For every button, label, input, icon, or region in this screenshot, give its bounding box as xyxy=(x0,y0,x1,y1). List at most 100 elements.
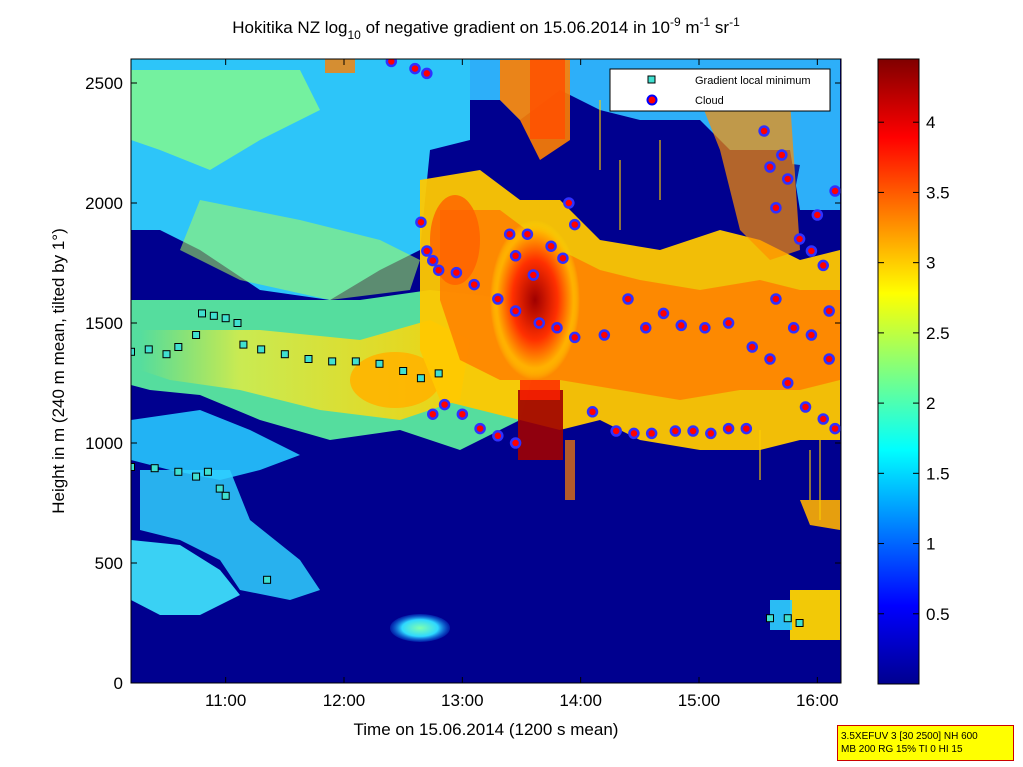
cloud-point xyxy=(569,331,581,344)
cloud-point xyxy=(527,269,540,281)
colorbar-tick-label-7: 4 xyxy=(926,113,935,132)
colorbar-tick-label-5: 3 xyxy=(926,254,935,273)
cloud-point xyxy=(385,59,398,68)
cloud-point xyxy=(610,425,622,437)
gradient-minimum-point xyxy=(239,340,248,349)
cloud-point xyxy=(569,218,581,231)
cloud-point xyxy=(817,259,829,272)
cloud-point xyxy=(492,293,504,305)
y-tick-label-4: 2000 xyxy=(85,194,123,213)
gradient-minimum-point xyxy=(192,331,201,339)
cloud-point xyxy=(758,125,770,137)
cloud-point xyxy=(503,228,516,240)
colorbar-tick-label-1: 1 xyxy=(926,535,935,554)
cloud-point xyxy=(722,317,735,329)
gradient-minimum-point xyxy=(174,343,183,351)
cloud-point xyxy=(705,427,717,440)
cloud-point xyxy=(770,293,782,305)
y-tick-label-5: 2500 xyxy=(85,74,123,93)
gradient-minimum-point xyxy=(351,357,360,366)
cloud-point xyxy=(805,245,818,257)
colorbar-gradient xyxy=(877,58,920,685)
cloud-point xyxy=(622,293,634,305)
gradient-minimum-point xyxy=(328,357,337,366)
gradient-minimum-point xyxy=(221,491,230,500)
gradient-minimum-point xyxy=(131,347,135,356)
gradient-minimum-point xyxy=(304,355,313,363)
plot-area-border xyxy=(130,58,842,684)
cloud-point xyxy=(432,264,445,276)
cloud-point xyxy=(776,149,788,161)
colorbar-tick-label-4: 2.5 xyxy=(926,324,950,343)
cloud-point xyxy=(829,422,841,435)
gradient-minimum-point xyxy=(198,309,206,318)
chart-title: Hokitika NZ log10 of negative gradient o… xyxy=(232,15,740,42)
gradient-minimum-point xyxy=(162,350,171,359)
cloud-point xyxy=(456,408,469,420)
y-axis-label: Height in m (240 m mean, tilted by 1°) xyxy=(49,228,68,514)
cloud-point xyxy=(533,317,545,329)
cloud-point xyxy=(421,67,433,80)
info-box: 3.5XEFUV 3 [30 2500] NH 600 MB 200 RG 15… xyxy=(837,725,1014,761)
y-tick-label-1: 500 xyxy=(95,554,123,573)
info-line-2: MB 200 RG 15% TI 0 HI 15 xyxy=(841,744,963,755)
legend-marker-cloud xyxy=(646,94,658,106)
gradient-minimum-point xyxy=(416,374,425,383)
gradient-minimum-point xyxy=(192,472,201,481)
cloud-point xyxy=(468,278,480,291)
cloud-point xyxy=(645,427,658,440)
gradient-minimum-point xyxy=(209,311,218,320)
gradient-minimum-point xyxy=(263,575,272,584)
cloud-point xyxy=(669,425,682,437)
y-tick-label-3: 1500 xyxy=(85,314,123,333)
cloud-point xyxy=(823,353,835,365)
cloud-point xyxy=(823,305,835,317)
x-axis: 11:00 12:00 13:00 14:00 15:00 16:00 xyxy=(205,59,839,710)
cloud-point xyxy=(409,62,421,75)
x-tick-label-3: 14:00 xyxy=(559,691,602,710)
cloud-point xyxy=(829,185,841,197)
cloud-point xyxy=(793,233,806,245)
cloud-point xyxy=(509,437,522,449)
cloud-point xyxy=(509,305,522,317)
y-tick-label-2: 1000 xyxy=(85,434,123,453)
info-line-1: 3.5XEFUV 3 [30 2500] NH 600 xyxy=(841,731,978,742)
cloud-point xyxy=(551,322,563,334)
cloud-point xyxy=(799,401,812,413)
gradient-minimum-point xyxy=(144,345,153,354)
gradient-minimum-point xyxy=(280,350,289,359)
gradient-minimum-point xyxy=(221,314,230,323)
gradient-minimum-point xyxy=(375,359,384,368)
colorbar-tick-label-3: 2 xyxy=(926,394,935,413)
cloud-point xyxy=(770,202,782,214)
cloud-point xyxy=(563,197,575,209)
cloud-point xyxy=(586,406,599,418)
cloud-point xyxy=(421,245,433,257)
gradient-minimum-point xyxy=(174,467,183,476)
series-gradient-minimum xyxy=(131,309,804,627)
gradient-minimum-point xyxy=(131,463,135,471)
gradient-minimum-point xyxy=(434,369,443,378)
cloud-point xyxy=(787,322,800,334)
cloud-point xyxy=(764,161,776,173)
legend-label-cloud: Cloud xyxy=(695,95,724,107)
gradient-minimum-point xyxy=(766,614,774,623)
x-axis-label: Time on 15.06.2014 (1200 s mean) xyxy=(354,720,619,739)
cloud-point xyxy=(640,322,652,334)
gradient-minimum-point xyxy=(203,467,212,476)
cloud-point xyxy=(699,322,711,334)
colorbar-ticks: 0.5 1 1.5 2 2.5 3 3.5 4 xyxy=(878,113,950,624)
colorbar-tick-label-2: 1.5 xyxy=(926,464,950,483)
cloud-point xyxy=(474,422,486,435)
cloud-point xyxy=(657,307,670,320)
cloud-point xyxy=(492,430,504,442)
cloud-point xyxy=(415,216,427,228)
legend: Gradient local minimum Cloud xyxy=(609,68,831,112)
colorbar-tick-label-6: 3.5 xyxy=(926,183,950,202)
x-tick-label-4: 15:00 xyxy=(678,691,721,710)
cloud-point xyxy=(782,173,794,185)
cloud-point xyxy=(509,250,522,262)
legend-label-gradient-minimum: Gradient local minimum xyxy=(695,75,811,87)
cloud-point xyxy=(722,422,735,435)
